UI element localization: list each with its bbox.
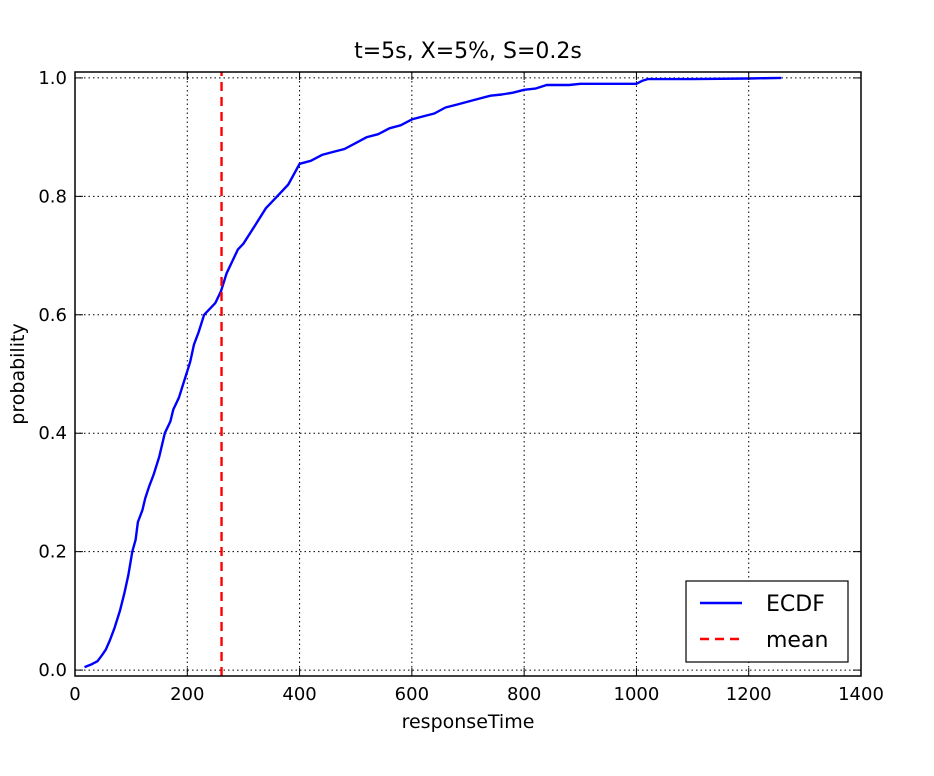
- legend-label-mean: mean: [766, 628, 828, 653]
- y-tick-label: 0.0: [38, 660, 67, 681]
- axis-ticks: 0 200 400 600 800 1000 1200 1400 0.0 0.2 0.4 0.6 0.8…: [38, 68, 884, 705]
- x-tick-label: 400: [282, 684, 316, 705]
- series-layer: [84, 72, 782, 676]
- y-tick-label: 1.0: [38, 68, 67, 89]
- x-tick-label: 600: [395, 684, 429, 705]
- x-axis-label: responseTime: [402, 711, 535, 733]
- y-axis-label: probability: [7, 323, 29, 424]
- x-tick-label: 200: [170, 684, 204, 705]
- legend-label-ecdf: ECDF: [766, 592, 825, 617]
- plot-frame: [74, 71, 862, 677]
- legend-box: [685, 580, 849, 663]
- y-tick-label: 0.6: [38, 305, 67, 326]
- x-tick-label: 800: [507, 684, 541, 705]
- x-tick-label: 1000: [614, 684, 660, 705]
- y-tick-label: 0.8: [38, 186, 67, 207]
- x-tick-label: 1200: [726, 684, 772, 705]
- chart-title: t=5s, X=5%, S=0.2s: [354, 39, 582, 64]
- y-tick-label: 0.2: [38, 542, 67, 563]
- x-tick-label: 1400: [838, 684, 884, 705]
- x-tick-label: 0: [69, 684, 80, 705]
- legend: ECDF mean: [685, 580, 849, 663]
- ecdf-line: [84, 76, 782, 669]
- y-tick-label: 0.4: [38, 423, 67, 444]
